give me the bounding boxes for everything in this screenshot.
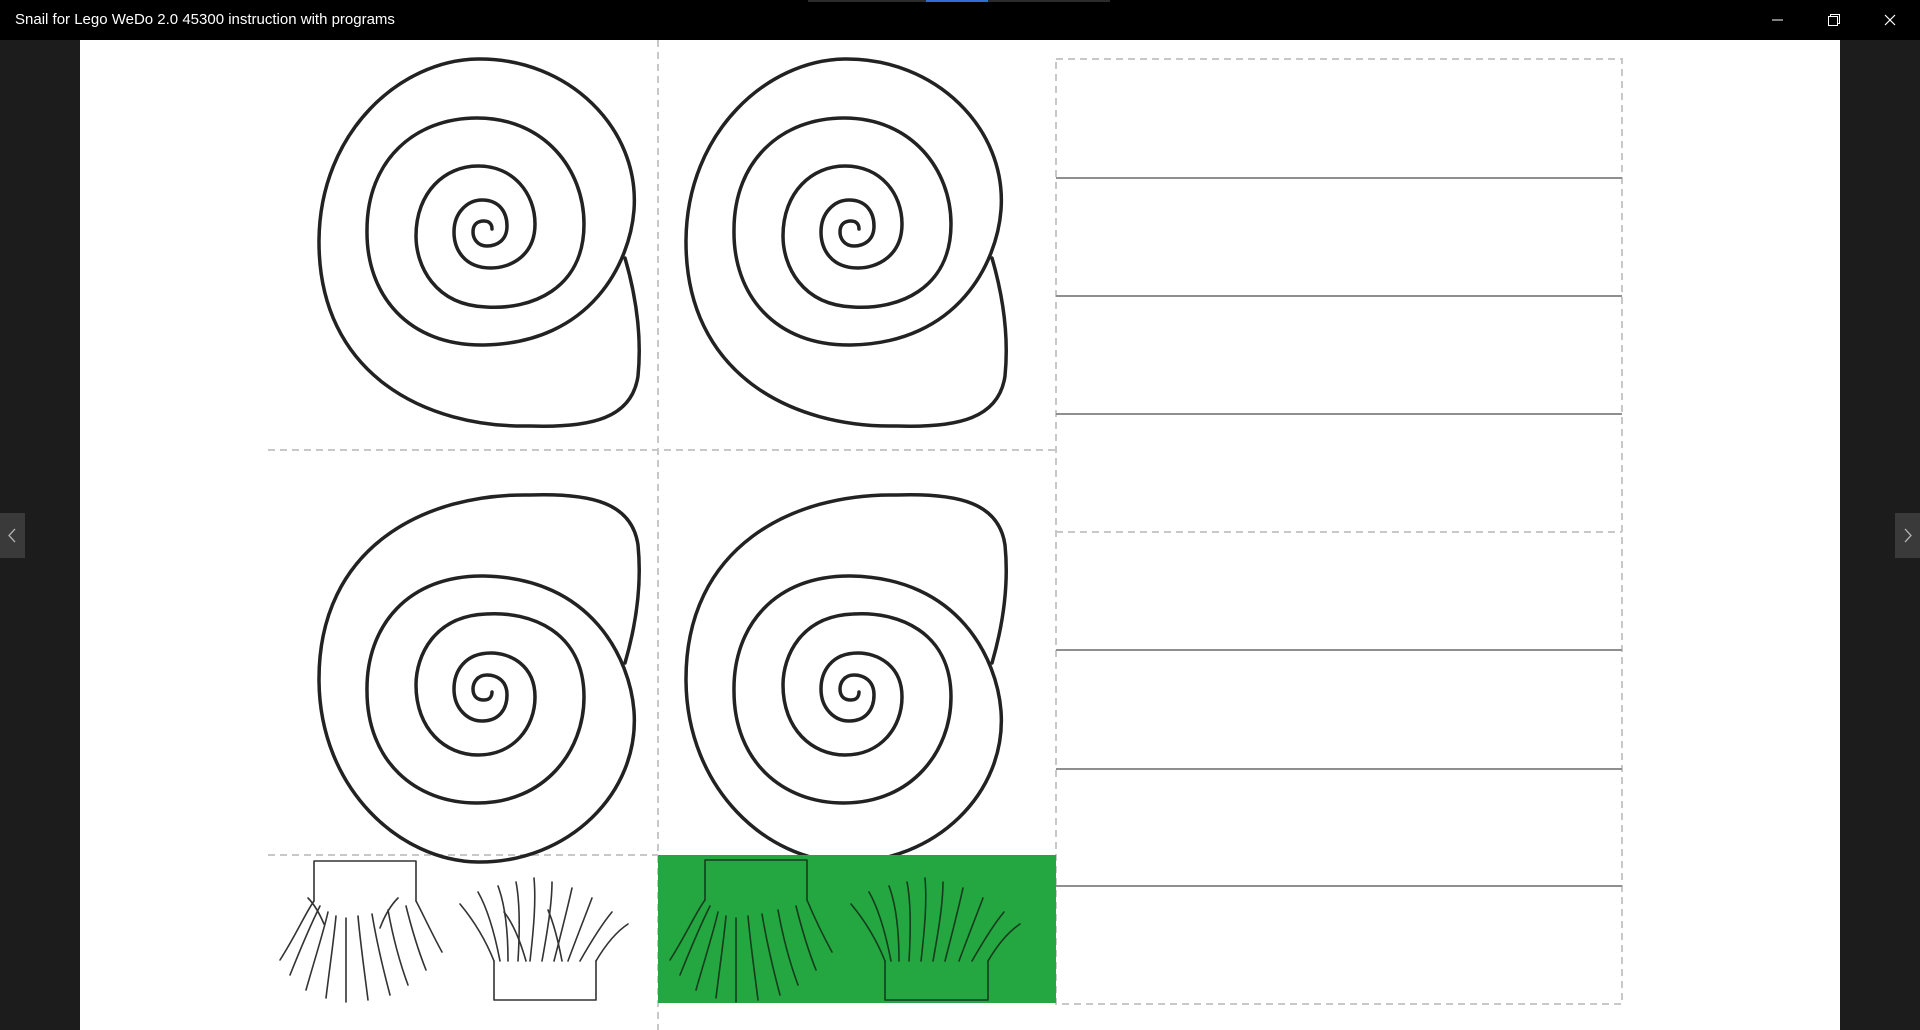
restore-icon [1828, 14, 1840, 26]
document-viewer[interactable] [0, 40, 1920, 1030]
grass-outline-pair [279, 860, 629, 1003]
grass-green-panel [658, 855, 1056, 1003]
snail-shell-top-right [684, 57, 1008, 428]
minimize-button[interactable] [1750, 0, 1806, 40]
minimize-icon [1772, 19, 1783, 21]
page-artwork [268, 40, 1623, 1030]
snail-shell-bottom-left [317, 493, 641, 864]
close-button[interactable] [1862, 0, 1918, 40]
chevron-left-icon [8, 528, 16, 543]
next-page-button[interactable] [1895, 513, 1920, 558]
window-title: Snail for Lego WeDo 2.0 45300 instructio… [15, 11, 395, 28]
page-position-current [926, 0, 988, 2]
snail-shell-top-left [317, 57, 641, 428]
page-position-indicator [808, 0, 1110, 2]
cut-lines [268, 40, 1056, 1030]
previous-page-button[interactable] [0, 513, 25, 558]
restore-button[interactable] [1806, 0, 1862, 40]
close-icon [1884, 14, 1896, 26]
document-page [80, 40, 1840, 1030]
snail-shell-bottom-right [684, 493, 1008, 864]
chevron-right-icon [1904, 528, 1912, 543]
title-bar: Snail for Lego WeDo 2.0 45300 instructio… [0, 0, 1920, 40]
strip-grid [1055, 58, 1623, 1005]
